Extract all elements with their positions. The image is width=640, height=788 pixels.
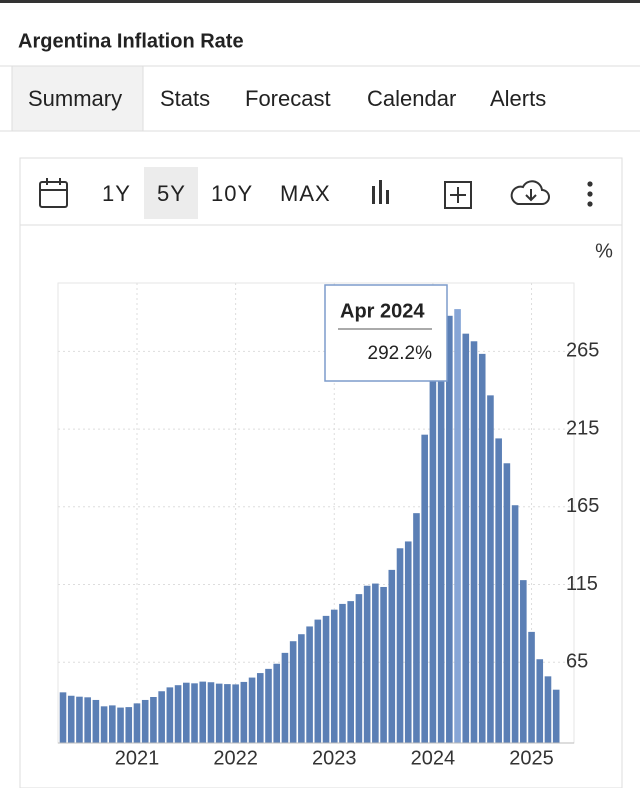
calendar-icon[interactable]	[39, 178, 68, 208]
bar	[437, 333, 445, 743]
add-icon[interactable]	[444, 181, 472, 209]
bar	[76, 696, 83, 743]
y-tick-label: 265	[566, 340, 599, 362]
tab-active-bg	[11, 65, 144, 132]
bar	[174, 685, 182, 743]
tab[interactable]: Calendar	[367, 86, 456, 111]
bar	[240, 681, 248, 743]
bar	[544, 676, 552, 743]
bar	[125, 707, 133, 743]
y-tick-label: 215	[566, 417, 599, 439]
bar	[347, 601, 354, 743]
bar-chart-icon[interactable]	[372, 180, 389, 204]
bar	[199, 681, 207, 743]
page-title: Argentina Inflation Rate	[18, 30, 244, 52]
y-tick-label: 115	[566, 573, 598, 595]
y-tick-label: 65	[566, 650, 588, 672]
bar	[207, 682, 215, 743]
tooltip-value: 292.2%	[368, 343, 433, 364]
bar	[133, 703, 141, 743]
bar	[446, 315, 453, 743]
tab[interactable]: Stats	[160, 86, 210, 111]
bar	[158, 691, 165, 743]
x-tick-label: 2022	[213, 747, 258, 769]
bar	[536, 659, 544, 743]
bar	[92, 699, 100, 743]
bar	[478, 353, 486, 743]
tab[interactable]: Forecast	[245, 86, 331, 111]
range-active-bg	[144, 167, 198, 219]
x-tick-label: 2023	[312, 747, 357, 769]
bar	[314, 619, 322, 743]
bar	[454, 309, 461, 743]
range-button[interactable]: 10Y	[211, 181, 253, 206]
bar	[552, 689, 560, 743]
bar	[372, 583, 379, 743]
tooltip: Apr 2024 292.2%	[324, 284, 448, 382]
download-icon[interactable]	[510, 180, 550, 205]
x-tick-label: 2025	[509, 747, 554, 769]
bar	[322, 615, 330, 743]
bar	[256, 673, 264, 743]
bar	[404, 541, 412, 743]
bar	[183, 682, 190, 743]
bar	[330, 609, 338, 743]
bar	[462, 333, 470, 743]
bar	[421, 434, 428, 743]
bar	[84, 697, 91, 743]
bar	[215, 683, 223, 743]
bar	[470, 341, 478, 743]
bar	[224, 684, 231, 743]
tab[interactable]: Alerts	[490, 86, 546, 111]
bar	[413, 513, 420, 743]
range-button[interactable]: 5Y	[157, 181, 186, 206]
bar	[191, 683, 198, 743]
bar	[117, 707, 124, 743]
bar	[306, 626, 313, 743]
bar	[109, 705, 116, 743]
tab[interactable]: Summary	[28, 86, 122, 111]
tooltip-title: Apr 2024	[340, 300, 425, 322]
bar	[141, 699, 149, 743]
bar	[273, 663, 281, 743]
bar	[429, 368, 437, 743]
bar	[100, 706, 108, 743]
bar	[298, 634, 305, 743]
x-tick-label: 2024	[411, 747, 456, 769]
top-bar	[0, 0, 640, 3]
bar	[520, 580, 527, 743]
x-tick-label: 2021	[115, 747, 160, 769]
more-icon[interactable]	[587, 181, 593, 207]
bar	[281, 652, 289, 743]
bar	[355, 594, 363, 743]
bar	[67, 695, 75, 743]
bar	[248, 677, 256, 743]
range-button[interactable]: MAX	[280, 181, 331, 206]
bar	[380, 586, 387, 743]
bar	[339, 603, 346, 743]
bar	[363, 585, 371, 743]
bar	[487, 395, 494, 743]
bar	[150, 697, 157, 743]
y-tick-label: 165	[566, 495, 599, 517]
tooltip-box	[324, 284, 448, 382]
range-button[interactable]: 1Y	[102, 181, 131, 206]
bar	[166, 687, 174, 743]
bar	[265, 668, 272, 743]
bar	[232, 684, 239, 743]
plot: 65 115 165 215 265 2021 2022 2023 2024 2025 Apr 20…	[58, 283, 599, 769]
bar	[495, 438, 502, 743]
y-unit: %	[595, 240, 613, 262]
bar	[511, 505, 519, 743]
bar	[59, 692, 67, 743]
bar	[388, 569, 396, 743]
bar	[528, 631, 535, 743]
bar	[503, 463, 511, 743]
bar	[289, 641, 297, 743]
bar	[396, 548, 404, 743]
